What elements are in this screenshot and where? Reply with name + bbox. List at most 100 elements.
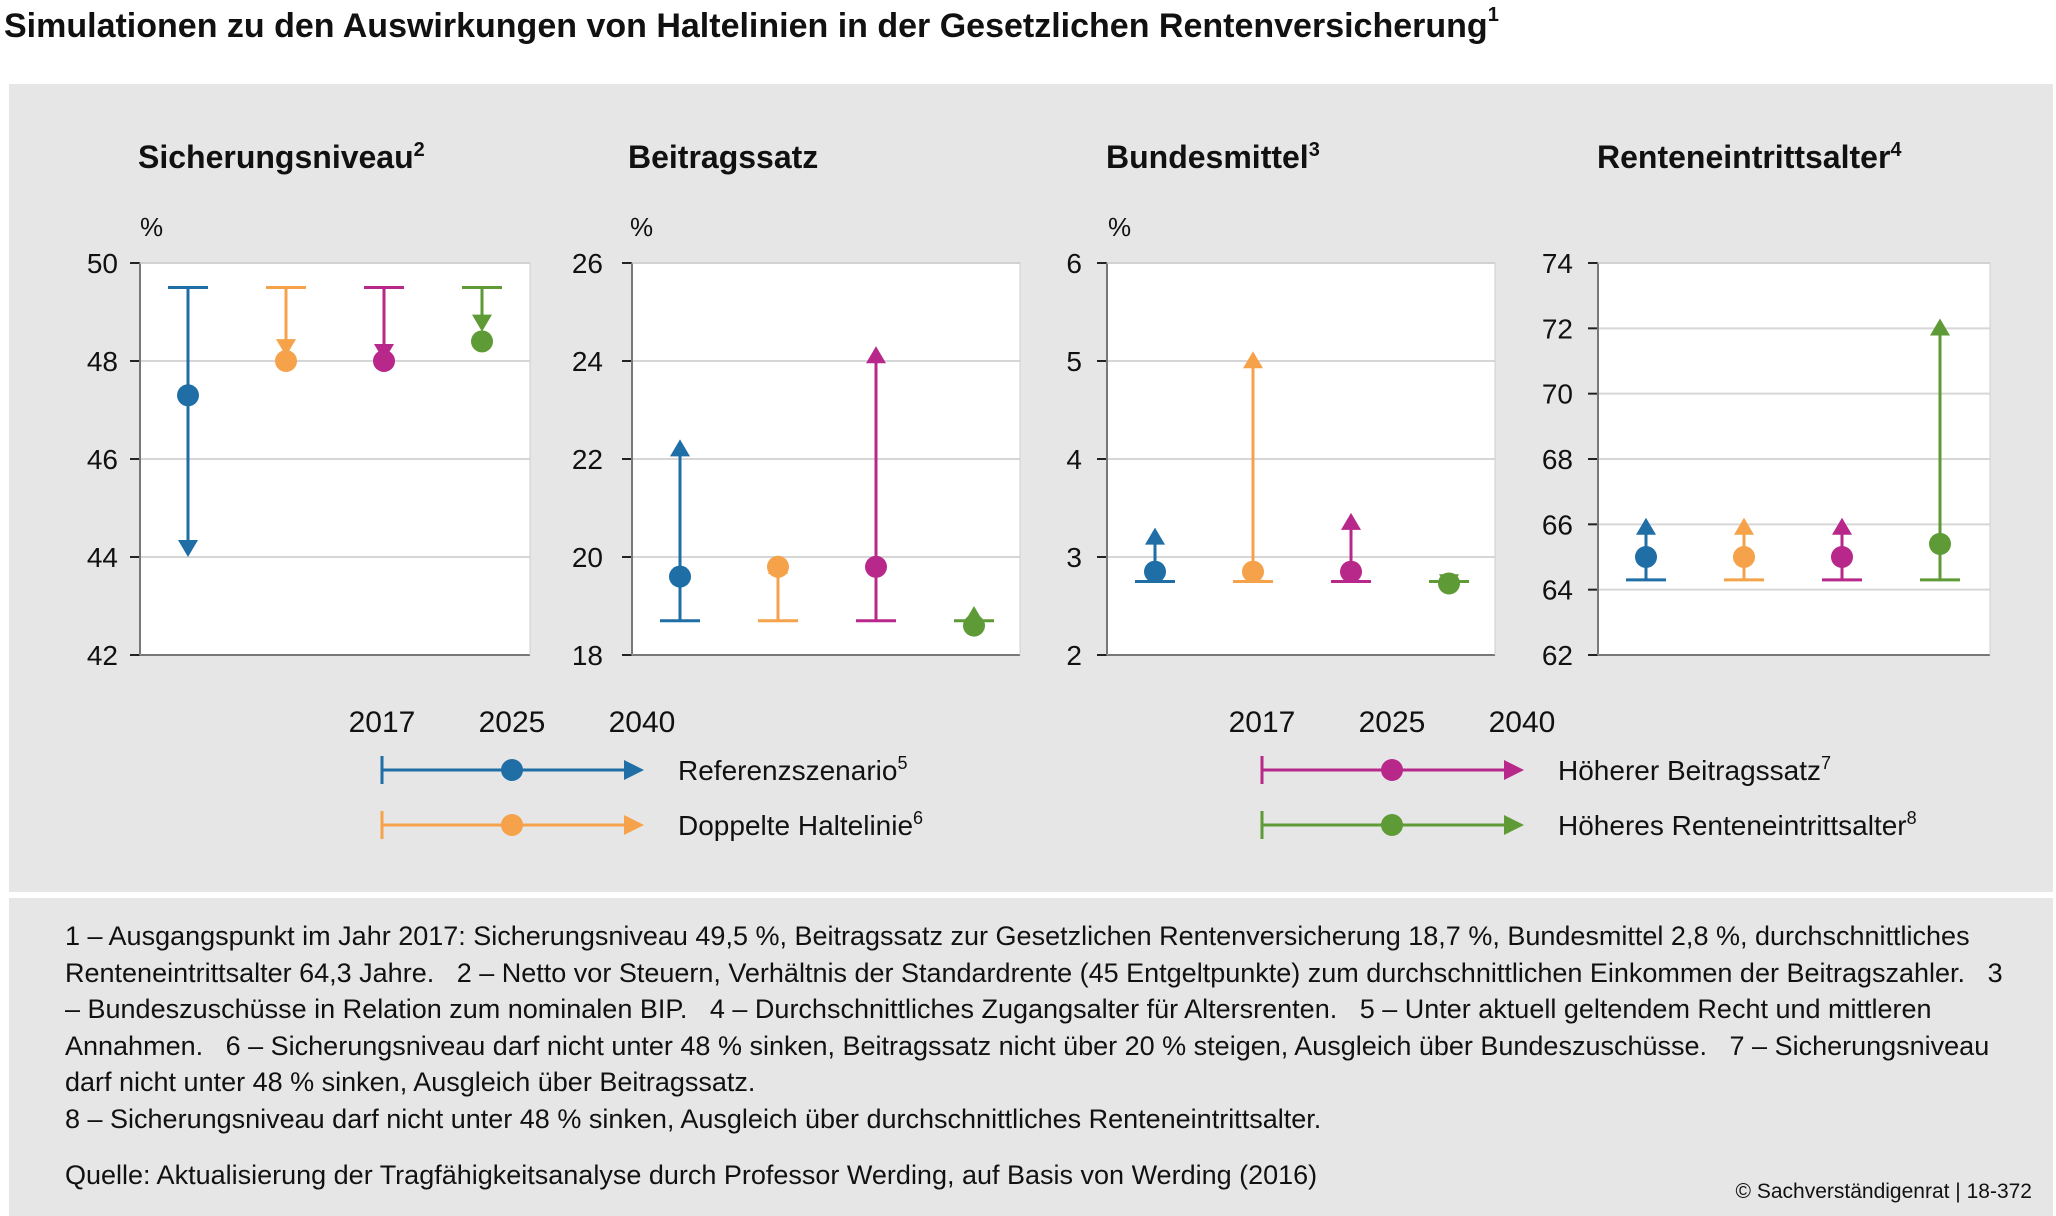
dot-2025	[1242, 560, 1264, 583]
chart-title: Beitragssatz	[628, 139, 818, 175]
source-note: Quelle: Aktualisierung der Tragfähigkeit…	[65, 1160, 1318, 1190]
legend-dot	[501, 759, 523, 781]
legend-item-3: Höheres Renteneintrittsalter8	[1260, 808, 1917, 841]
arrow-2040	[1145, 527, 1165, 545]
y-tick-label: 3	[1066, 542, 1082, 573]
legend-arrow	[624, 760, 644, 780]
plot-frame	[139, 262, 531, 656]
legend-item-2: Höherer Beitragssatz7	[1260, 753, 1831, 786]
y-tick-label: 2	[1066, 640, 1082, 671]
y-tick-label: 20	[572, 542, 603, 573]
y-tick-label: 22	[572, 444, 603, 475]
y-tick-label: 48	[87, 346, 118, 377]
dot-2025	[1438, 572, 1460, 595]
y-tick-label: 18	[572, 640, 603, 671]
y-tick-label: 26	[572, 248, 603, 279]
legend-arrow	[1504, 760, 1524, 780]
legend-footnote: 6	[913, 808, 923, 828]
legend-dot	[1381, 759, 1403, 781]
chart-3: Renteneintrittsalter4 62 64 66 68 70 72 74	[1542, 139, 1991, 671]
footnote-7: 7 – Sicherungsniveau darf nicht unter 48…	[65, 1030, 1990, 1098]
legend-year-2040: 2040	[609, 706, 676, 739]
footnote-3: 3 – Bundeszuschüsse in Relation zum nomi…	[65, 957, 2003, 1025]
axis-unit: %	[140, 212, 163, 242]
series-3	[954, 606, 994, 637]
plot-frame	[631, 262, 1021, 656]
arrow-2040	[1832, 517, 1852, 535]
dot-2025	[1831, 546, 1853, 568]
series-0	[660, 439, 700, 623]
legend-label: Höheres Renteneintrittsalter8	[1558, 808, 1917, 841]
series-1	[758, 555, 798, 623]
legend-item-1: Doppelte Haltelinie6	[380, 808, 923, 841]
dot-2025	[177, 384, 199, 407]
y-tick-label: 5	[1066, 346, 1082, 377]
y-tick-label: 66	[1542, 509, 1573, 540]
legend-dot	[501, 814, 523, 836]
page-title: Simulationen zu den Auswirkungen von Hal…	[4, 4, 1499, 46]
dot-2025	[669, 565, 691, 588]
series-3	[1429, 572, 1469, 595]
y-tick-label: 42	[87, 640, 118, 671]
legend-label: Referenzszenario5	[678, 753, 907, 786]
footnote-6: 6 – Sicherungsniveau darf nicht unter 48…	[225, 1030, 1708, 1061]
dot-2025	[1929, 532, 1951, 555]
legend-footnote: 8	[1907, 808, 1917, 828]
title-text: Simulationen zu den Auswirkungen von Hal…	[4, 7, 1488, 45]
dot-2025	[1144, 560, 1166, 583]
series-1	[1233, 351, 1273, 583]
dot-2025	[275, 350, 297, 372]
y-tick-label: 50	[87, 248, 118, 279]
legend-dot	[1381, 814, 1403, 836]
plot-frame	[1597, 262, 1991, 656]
y-tick-label: 62	[1542, 640, 1573, 671]
chart-2: Bundesmittel3% 2 3 4 5 6	[1066, 139, 1496, 671]
legend-label: Höherer Beitragssatz7	[1558, 753, 1831, 786]
dot-2025	[373, 350, 395, 372]
legend-arrow	[624, 815, 644, 835]
legend-footnote: 5	[897, 753, 907, 773]
series-1	[266, 286, 306, 372]
copyright: © Sachverständigenrat | 18-372	[1735, 1180, 2032, 1203]
chart-title-footnote: 2	[414, 139, 425, 161]
y-tick-label: 6	[1066, 248, 1082, 279]
legend-arrow	[1504, 815, 1524, 835]
legend-year-2025: 2025	[1359, 706, 1426, 739]
series-2	[1822, 517, 1862, 582]
footnote-4: 4 – Durchschnittliches Zugangsalter für …	[709, 994, 1338, 1024]
footnotes: 1 – Ausgangspunkt im Jahr 2017: Sicherun…	[65, 918, 2015, 1137]
dot-2025	[963, 614, 985, 637]
dot-2025	[1340, 560, 1362, 583]
legend-footnote: 7	[1821, 753, 1831, 773]
dot-2025	[767, 555, 789, 578]
chart-title: Sicherungsniveau2	[138, 139, 425, 175]
arrow-2040	[1734, 517, 1754, 535]
chart-1: Beitragssatz% 18 20 22 24 26	[572, 139, 1021, 671]
dot-2025	[1635, 546, 1657, 568]
dot-2025	[471, 330, 493, 353]
title-footnote: 1	[1487, 4, 1499, 26]
legend-year-2017: 2017	[349, 706, 416, 739]
series-2	[364, 286, 404, 372]
y-tick-label: 4	[1066, 444, 1082, 475]
series-2	[856, 346, 896, 623]
chart-title-footnote: 3	[1309, 139, 1320, 161]
notes-panel	[9, 898, 2053, 1216]
legend-year-2017: 2017	[1229, 706, 1296, 739]
series-3	[1920, 318, 1960, 582]
legend-label: Doppelte Haltelinie6	[678, 808, 923, 841]
legend-year-2025: 2025	[479, 706, 546, 739]
series-0	[1135, 527, 1175, 583]
chart-title: Bundesmittel3	[1106, 139, 1320, 175]
chart-title: Renteneintrittsalter4	[1597, 139, 1902, 175]
arrow-2040	[866, 346, 886, 364]
arrow-2040	[472, 314, 492, 332]
footnote-8: 8 – Sicherungsniveau darf nicht unter 48…	[65, 1103, 1322, 1134]
y-tick-label: 70	[1542, 379, 1573, 410]
axis-unit: %	[1108, 212, 1131, 242]
footnote-1: 1 – Ausgangspunkt im Jahr 2017: Sicherun…	[65, 921, 1970, 988]
footnote-5: 5 – Unter aktuell geltendem Recht und mi…	[65, 994, 1932, 1061]
legend: 2017 2025 2040 2017 2025 2040Referenzszenario…	[349, 706, 1917, 841]
y-tick-label: 44	[87, 542, 118, 573]
